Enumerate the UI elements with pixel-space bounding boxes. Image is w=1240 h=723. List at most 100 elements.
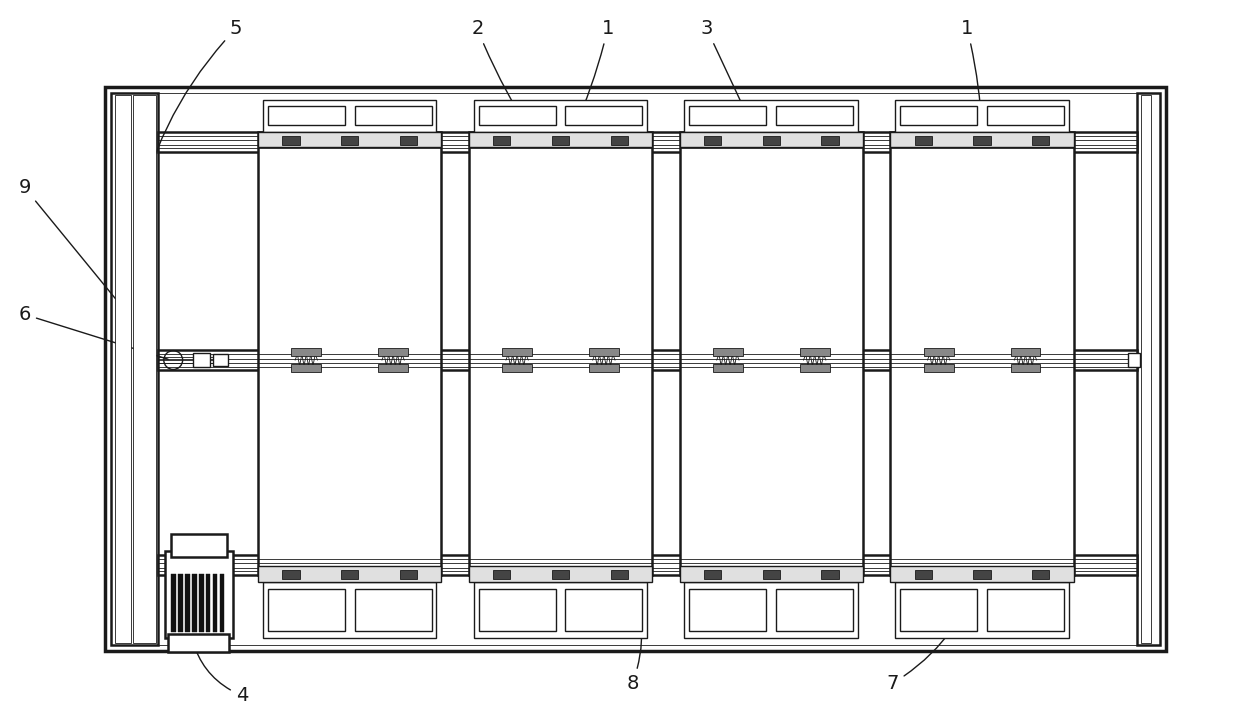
Bar [341, 570, 358, 579]
Bar [610, 136, 627, 145]
Bar [776, 106, 853, 125]
Bar [684, 100, 858, 132]
Bar [263, 100, 436, 132]
Bar [268, 106, 345, 125]
Bar [378, 348, 408, 356]
Bar [1141, 95, 1151, 643]
Bar [890, 566, 1074, 582]
Bar [763, 136, 780, 145]
Bar [193, 353, 211, 367]
Bar [890, 132, 1074, 575]
Bar [159, 555, 1137, 575]
Bar [689, 106, 766, 125]
Bar [494, 136, 511, 145]
Bar [704, 136, 722, 145]
Bar [192, 574, 196, 632]
Bar [341, 136, 358, 145]
Bar [900, 106, 977, 125]
Bar [1137, 93, 1159, 645]
Bar [1032, 570, 1049, 579]
Bar [198, 574, 203, 632]
Bar [494, 570, 511, 579]
Bar [1032, 136, 1049, 145]
Bar [552, 570, 569, 579]
Bar [713, 364, 743, 372]
Bar [800, 348, 830, 356]
Bar [900, 589, 977, 631]
Bar [469, 132, 652, 575]
Bar [112, 93, 159, 645]
Bar [565, 106, 642, 125]
Bar [915, 570, 932, 579]
Bar [821, 136, 838, 145]
Bar [800, 364, 830, 372]
Bar [212, 574, 217, 632]
Bar [713, 348, 743, 356]
Bar [610, 570, 627, 579]
Bar [258, 566, 441, 582]
Bar [469, 566, 652, 582]
Text: 6: 6 [19, 305, 169, 359]
Text: 3: 3 [701, 20, 758, 138]
Bar [105, 87, 1166, 651]
Bar [689, 589, 766, 631]
Bar [268, 589, 345, 631]
Bar [165, 551, 233, 638]
Text: 5: 5 [135, 20, 242, 225]
Bar [258, 132, 441, 575]
Bar [283, 570, 300, 579]
Bar [115, 95, 131, 643]
Bar [684, 582, 858, 638]
Bar [258, 132, 441, 147]
Bar [987, 589, 1064, 631]
Bar [680, 566, 863, 582]
Bar [171, 574, 176, 632]
Bar [680, 132, 863, 575]
Bar [177, 574, 182, 632]
Bar [1011, 348, 1040, 356]
Bar [776, 589, 853, 631]
Bar [399, 136, 417, 145]
Bar [680, 132, 863, 147]
Bar [185, 574, 190, 632]
Bar [479, 106, 556, 125]
Bar [973, 136, 991, 145]
Bar [1127, 353, 1140, 367]
Bar [355, 589, 432, 631]
Bar [169, 634, 229, 652]
Bar [206, 574, 211, 632]
Bar [355, 106, 432, 125]
Bar [133, 95, 156, 643]
Bar [890, 132, 1074, 147]
Bar [474, 582, 647, 638]
Bar [821, 570, 838, 579]
Bar [378, 364, 408, 372]
Bar [213, 354, 228, 366]
Text: 2: 2 [471, 20, 534, 138]
Bar [219, 574, 224, 632]
Bar [159, 132, 1137, 152]
Bar [589, 364, 619, 372]
Bar [502, 364, 532, 372]
Bar [915, 136, 932, 145]
Text: 4: 4 [192, 641, 248, 705]
Bar [763, 570, 780, 579]
Bar [283, 136, 300, 145]
Bar [399, 570, 417, 579]
Bar [159, 350, 1137, 370]
Bar [479, 589, 556, 631]
Text: 7: 7 [887, 568, 981, 693]
Bar [502, 348, 532, 356]
Bar [973, 570, 991, 579]
Bar [704, 570, 722, 579]
Bar [924, 348, 954, 356]
Bar [895, 100, 1069, 132]
Text: 1: 1 [961, 20, 982, 129]
Bar [1011, 364, 1040, 372]
Bar [474, 100, 647, 132]
Text: 1: 1 [574, 20, 614, 129]
Text: 9: 9 [19, 179, 115, 299]
Bar [291, 348, 321, 356]
Text: 8: 8 [621, 567, 641, 693]
Bar [112, 93, 1159, 645]
